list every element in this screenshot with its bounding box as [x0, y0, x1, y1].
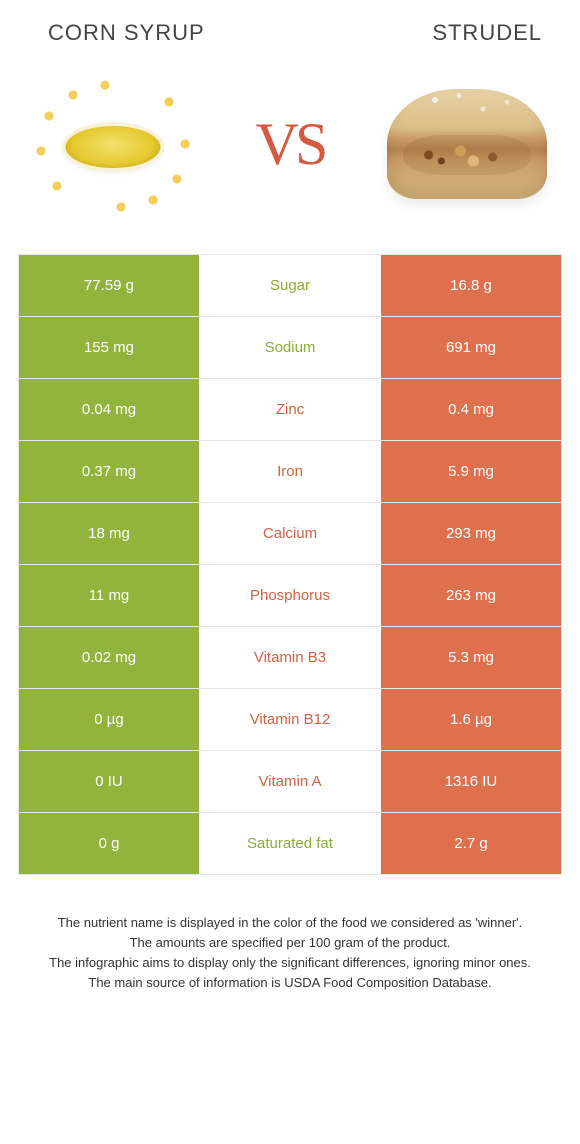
left-value: 0 µg — [19, 689, 199, 750]
left-food-title: Corn syrup — [48, 20, 205, 46]
table-row: 18 mgCalcium293 mg — [19, 502, 561, 564]
right-value: 5.9 mg — [381, 441, 561, 502]
right-value: 293 mg — [381, 503, 561, 564]
right-value: 1316 IU — [381, 751, 561, 812]
strudel-icon — [387, 89, 547, 199]
left-value: 0.37 mg — [19, 441, 199, 502]
left-value: 77.59 g — [19, 255, 199, 316]
left-value: 0.04 mg — [19, 379, 199, 440]
footnote-line: The nutrient name is displayed in the co… — [36, 913, 544, 933]
hero-row: VS — [18, 64, 562, 254]
table-row: 0.37 mgIron5.9 mg — [19, 440, 561, 502]
table-row: 0 µgVitamin B121.6 µg — [19, 688, 561, 750]
footnote-line: The amounts are specified per 100 gram o… — [36, 933, 544, 953]
table-row: 77.59 gSugar16.8 g — [19, 254, 561, 316]
header: Corn syrup Strudel — [18, 20, 562, 64]
right-food-title: Strudel — [432, 20, 542, 46]
left-value: 18 mg — [19, 503, 199, 564]
left-food-image — [28, 64, 198, 224]
left-value: 0.02 mg — [19, 627, 199, 688]
right-value: 263 mg — [381, 565, 561, 626]
nutrient-label: Vitamin B12 — [199, 689, 381, 750]
right-value: 0.4 mg — [381, 379, 561, 440]
right-value: 5.3 mg — [381, 627, 561, 688]
nutrient-table: 77.59 gSugar16.8 g155 mgSodium691 mg0.04… — [18, 254, 562, 875]
nutrient-label: Iron — [199, 441, 381, 502]
footnote-line: The main source of information is USDA F… — [36, 973, 544, 993]
table-row: 0 IUVitamin A1316 IU — [19, 750, 561, 812]
nutrient-label: Phosphorus — [199, 565, 381, 626]
table-row: 0.02 mgVitamin B35.3 mg — [19, 626, 561, 688]
corn-syrup-icon — [33, 74, 193, 214]
right-value: 1.6 µg — [381, 689, 561, 750]
table-row: 0 gSaturated fat2.7 g — [19, 812, 561, 874]
left-value: 155 mg — [19, 317, 199, 378]
right-value: 16.8 g — [381, 255, 561, 316]
table-row: 11 mgPhosphorus263 mg — [19, 564, 561, 626]
nutrient-label: Zinc — [199, 379, 381, 440]
right-value: 2.7 g — [381, 813, 561, 874]
table-row: 155 mgSodium691 mg — [19, 316, 561, 378]
nutrient-label: Calcium — [199, 503, 381, 564]
footnote-line: The infographic aims to display only the… — [36, 953, 544, 973]
footnotes: The nutrient name is displayed in the co… — [18, 875, 562, 994]
left-value: 0 IU — [19, 751, 199, 812]
nutrient-label: Sugar — [199, 255, 381, 316]
nutrient-label: Sodium — [199, 317, 381, 378]
left-value: 11 mg — [19, 565, 199, 626]
nutrient-label: Vitamin B3 — [199, 627, 381, 688]
nutrient-label: Vitamin A — [199, 751, 381, 812]
vs-label: VS — [256, 110, 325, 179]
left-value: 0 g — [19, 813, 199, 874]
right-value: 691 mg — [381, 317, 561, 378]
nutrient-label: Saturated fat — [199, 813, 381, 874]
right-food-image — [382, 64, 552, 224]
table-row: 0.04 mgZinc0.4 mg — [19, 378, 561, 440]
